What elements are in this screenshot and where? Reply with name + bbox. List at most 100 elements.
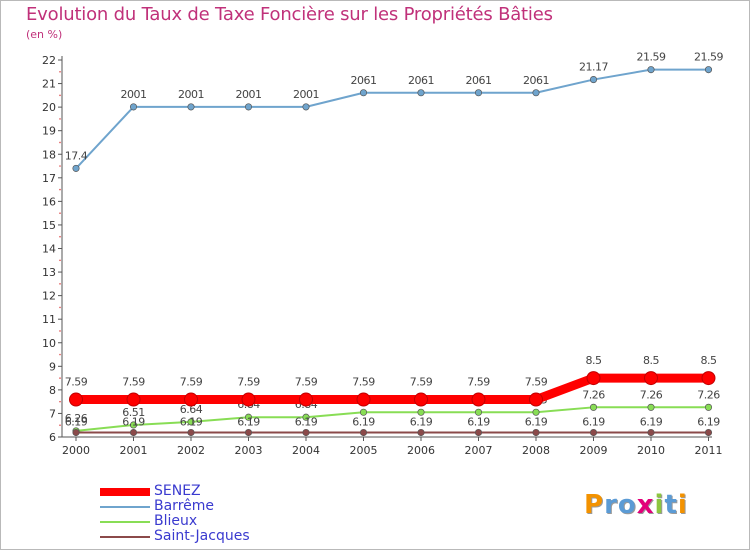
data-point bbox=[532, 428, 540, 437]
data-label: 2061 bbox=[466, 74, 492, 87]
series-saint-jacques: 6.19 6.19 6.19 6.19 6.19 6.19 6.19 6.19 6.19 6.19… bbox=[65, 416, 721, 437]
data-label: 7.59 bbox=[180, 376, 203, 389]
data-point bbox=[474, 408, 483, 416]
y-minor-tick bbox=[59, 141, 61, 144]
y-tick-label: 20 bbox=[42, 101, 56, 114]
data-point bbox=[187, 428, 195, 437]
data-point bbox=[244, 428, 253, 437]
data-label: 7.59 bbox=[410, 376, 433, 389]
data-point bbox=[302, 413, 310, 421]
data-point bbox=[244, 413, 253, 421]
x-tick-label: 2003 bbox=[235, 444, 263, 457]
legend-label: Blieux bbox=[154, 513, 198, 529]
data-point bbox=[359, 408, 368, 416]
data-point bbox=[356, 392, 371, 407]
y-tick-label: 6 bbox=[49, 431, 56, 444]
data-point bbox=[474, 89, 483, 97]
y-tick-label: 7 bbox=[49, 407, 56, 420]
data-point bbox=[302, 103, 310, 111]
legend-item: Saint-Jacques bbox=[100, 529, 250, 544]
data-label: 2001 bbox=[236, 88, 262, 101]
y-tick-label: 21 bbox=[42, 78, 56, 91]
y-minor-tick bbox=[59, 165, 61, 167]
data-label: 6.26 bbox=[65, 412, 88, 425]
data-label: 6.19 bbox=[295, 416, 318, 429]
data-label: 7.59 bbox=[352, 376, 375, 389]
data-label: 7.26 bbox=[582, 388, 605, 401]
x-tick-label: 2011 bbox=[695, 444, 723, 457]
data-label: 6.19 bbox=[582, 416, 605, 429]
data-label: 6.19 bbox=[180, 416, 203, 429]
y-minor-tick bbox=[59, 353, 61, 356]
x-tick-label: 2009 bbox=[580, 444, 608, 457]
y-minor-tick bbox=[59, 400, 61, 403]
data-point bbox=[302, 428, 310, 437]
legend-label: Barrême bbox=[154, 498, 215, 514]
legend-swatch bbox=[100, 520, 150, 523]
y-minor-tick bbox=[59, 188, 61, 191]
x-tick-label: 2001 bbox=[120, 444, 148, 457]
data-point bbox=[417, 89, 425, 97]
data-point bbox=[241, 392, 256, 407]
data-point bbox=[589, 428, 598, 437]
data-label: 7.26 bbox=[640, 388, 663, 401]
data-point bbox=[72, 428, 80, 437]
data-label: 8.5 bbox=[643, 354, 659, 367]
data-point bbox=[704, 428, 713, 437]
data-point bbox=[529, 392, 543, 407]
data-point bbox=[644, 371, 658, 386]
series-line bbox=[76, 373, 709, 405]
data-point bbox=[532, 89, 540, 97]
y-minor-tick bbox=[59, 235, 61, 238]
data-point bbox=[69, 392, 83, 407]
data-label: 6.19 bbox=[122, 416, 145, 429]
x-tick-label: 2008 bbox=[522, 444, 550, 457]
data-point bbox=[299, 392, 313, 407]
data-label: 6.19 bbox=[237, 416, 260, 429]
y-minor-tick bbox=[59, 283, 61, 285]
logo-letter: o bbox=[617, 490, 637, 520]
data-label: 21.59 bbox=[694, 51, 723, 64]
series-line bbox=[75, 406, 709, 432]
data-label: 17.4 bbox=[65, 149, 88, 162]
data-label: 2061 bbox=[351, 74, 377, 87]
proxiti-logo: Proxiti bbox=[584, 490, 688, 520]
series-barr-me: 17.4 2001 2001 2001 2001 2061 2061 2061 2061 21.1… bbox=[65, 51, 724, 172]
logo-letter: t bbox=[664, 490, 678, 520]
legend-label: Saint-Jacques bbox=[154, 528, 250, 544]
data-point bbox=[129, 421, 138, 429]
data-point bbox=[586, 371, 601, 386]
legend-item: SENEZ bbox=[100, 484, 250, 499]
data-label: 8.5 bbox=[586, 354, 602, 367]
y-tick-label: 13 bbox=[42, 266, 56, 279]
data-point bbox=[414, 392, 428, 407]
legend-item: Blieux bbox=[100, 514, 250, 529]
data-label: 7.59 bbox=[237, 376, 260, 389]
y-tick-label: 12 bbox=[42, 290, 56, 303]
data-point bbox=[647, 403, 655, 411]
data-point bbox=[126, 392, 141, 407]
y-minor-tick bbox=[59, 70, 61, 73]
y-minor-tick bbox=[59, 259, 61, 262]
data-label: 6.51 bbox=[122, 406, 145, 419]
data-label: 21.59 bbox=[637, 51, 666, 64]
data-point bbox=[647, 428, 655, 437]
y-minor-tick bbox=[59, 330, 61, 332]
logo-letter: i bbox=[654, 490, 665, 520]
data-point bbox=[704, 66, 713, 74]
data-label: 2061 bbox=[408, 74, 434, 87]
data-label: 7.59 bbox=[467, 376, 490, 389]
data-label: 6.19 bbox=[410, 416, 433, 429]
y-tick-label: 18 bbox=[42, 148, 56, 161]
data-label: 6.19 bbox=[467, 416, 490, 429]
y-tick-label: 10 bbox=[42, 337, 56, 350]
series-senez: 7.59 7.59 7.59 7.59 7.59 7.59 7.59 7.59 7.59 8.5 8… bbox=[65, 354, 717, 407]
x-tick-label: 2006 bbox=[407, 444, 435, 457]
logo-letter: i bbox=[677, 490, 688, 520]
data-point bbox=[471, 392, 486, 407]
legend-item: Barrême bbox=[100, 499, 250, 514]
data-label: 7.59 bbox=[122, 376, 145, 389]
data-label: 6.19 bbox=[352, 416, 375, 429]
legend-swatch bbox=[100, 535, 150, 538]
x-tick-label: 2010 bbox=[637, 444, 665, 457]
